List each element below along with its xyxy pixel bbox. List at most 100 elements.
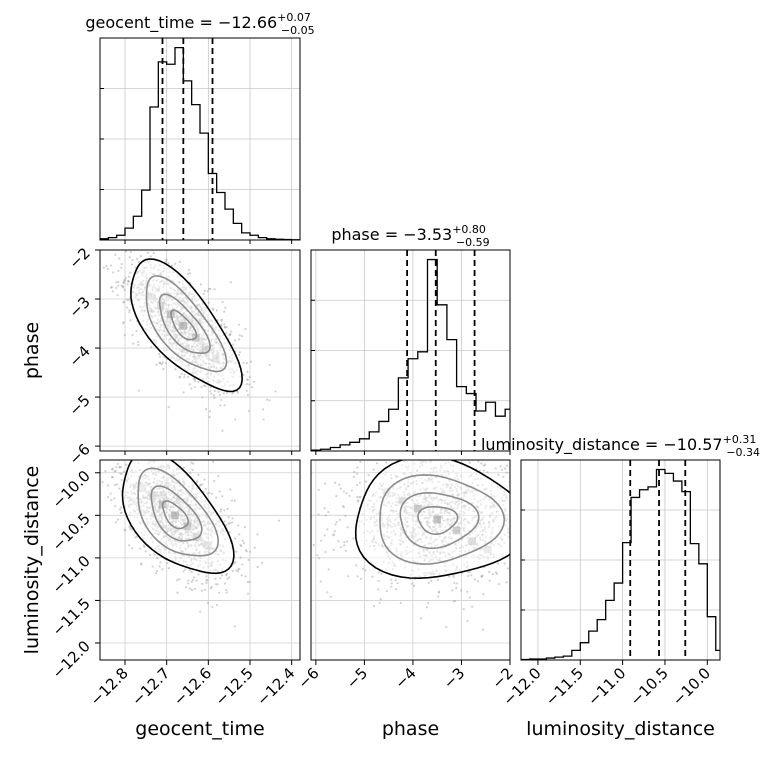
sample-point [124,276,127,280]
sample-point [274,390,277,393]
sample-point [244,549,247,552]
sample-point [511,518,513,520]
y-tick-label: −11.0 [49,552,94,597]
sample-point [116,433,118,435]
title-lower: −0.59 [456,236,490,249]
sample-point [130,528,133,531]
sample-point [215,603,219,606]
sample-point [213,396,216,400]
sample-point [327,510,330,514]
sample-point [482,469,486,472]
sample-point [166,562,169,565]
sample-point [110,286,114,289]
sample-point [236,570,240,573]
sample-point [130,448,132,450]
sample-point [477,460,480,463]
sample-point [466,619,469,622]
y-tick-label: −11.5 [49,595,94,640]
sample-point [552,584,554,586]
sample-point [240,335,244,338]
sample-point [494,467,497,470]
sample-point [356,466,359,469]
sample-point [248,375,251,379]
sample-point [180,372,183,375]
scatter-panel-geocent_time-luminosity_distance [100,433,300,660]
sample-point [343,541,346,544]
y-tick-label: −6 [65,440,93,468]
sample-point [148,452,150,454]
sample-point [142,456,144,458]
sample-point [262,418,265,421]
sample-point [135,243,137,245]
sample-point [233,499,236,502]
sample-point [126,298,129,301]
sample-point [115,483,118,486]
title-lower: −0.34 [726,446,760,459]
x-tick-label: −10.0 [669,664,714,709]
sample-point [346,526,349,529]
sample-point [128,309,131,312]
sample-point [218,591,221,594]
x-tick-label: −12.6 [170,664,215,709]
sample-point [105,264,108,268]
sample-point [191,578,194,582]
axes-frame [310,249,511,452]
sample-point [139,453,141,455]
sample-point [118,466,122,469]
sample-point [131,259,134,262]
sample-point [122,285,125,288]
sample-point [245,550,248,553]
sample-point [244,575,247,578]
sample-point [205,581,208,584]
sample-point [230,499,233,502]
sample-point [468,596,471,599]
sample-point [372,604,376,608]
x-tick-label: −12.8 [87,664,132,709]
y-tick-label: −12.0 [49,637,94,682]
sample-point [468,570,472,574]
sample-point [524,499,526,501]
sample-point [526,476,528,478]
sample-point [468,441,470,443]
sample-point [92,245,94,247]
sample-point [204,487,207,490]
sample-point [396,582,399,585]
sample-point [339,546,343,549]
sample-point [220,318,224,321]
sample-point [137,261,141,264]
hist-panel-geocent_time [100,38,300,240]
sample-point [359,495,362,499]
sample-point [139,547,142,550]
sample-point [242,361,245,364]
sample-point [220,319,223,322]
sample-point [148,247,150,249]
sample-point [111,475,114,479]
sample-point [390,585,393,588]
sample-point [287,548,289,550]
sample-point [505,471,508,474]
sample-point [335,495,338,498]
sample-point [352,475,355,478]
sample-point [109,264,113,267]
sample-point [221,300,224,304]
sample-point [109,241,111,243]
sample-point [238,351,241,354]
sample-point [130,263,133,266]
sample-point [122,281,125,285]
sample-point [182,391,185,394]
sample-point [348,494,351,497]
sample-point [188,471,192,474]
histogram-luminosity_distance [521,468,720,660]
sample-point [516,528,518,530]
sample-point [496,562,500,565]
sample-point [231,521,234,524]
sample-point [516,501,518,503]
sample-point [346,540,349,543]
sample-point [190,588,194,591]
sample-point [481,628,485,631]
sample-point [209,385,212,389]
sample-point [237,568,240,571]
sample-point [146,454,148,456]
sample-point [332,534,335,537]
sample-point [482,593,485,596]
